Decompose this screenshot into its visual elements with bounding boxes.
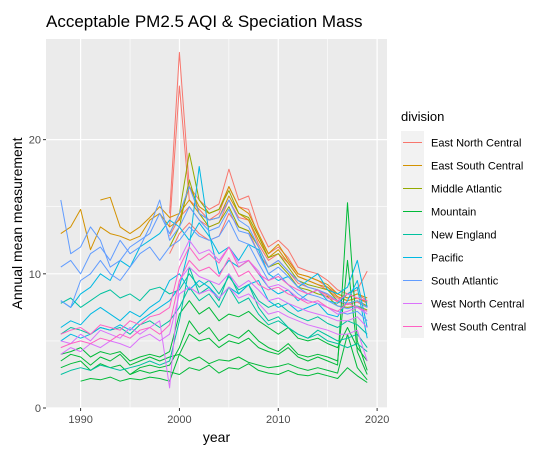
x-tick-label: 2000 — [167, 414, 191, 426]
series-line-mountain-8 — [60, 202, 368, 371]
series-line-east-north-central-2 — [169, 199, 368, 304]
series-lines — [60, 51, 368, 389]
y-tick-label: 10 — [29, 269, 41, 281]
chart-title: Acceptable PM2.5 AQI & Speciation Mass — [46, 12, 363, 31]
x-axis-title: year — [203, 429, 231, 445]
y-axis-title: Annual mean measurement — [9, 137, 25, 309]
series-line-east-north-central-0 — [169, 51, 368, 295]
legend-label-middle-atlantic: Middle Atlantic — [431, 184, 502, 196]
series-line-west-south-central-26 — [60, 257, 368, 349]
series-line-mountain-10 — [60, 300, 368, 362]
series-line-west-north-central-23 — [60, 286, 368, 362]
legend-label-east-south-central: East South Central — [431, 161, 523, 173]
series-line-south-atlantic-20 — [60, 199, 368, 315]
legend-label-west-north-central: West North Central — [431, 299, 524, 311]
legend-label-west-south-central: West South Central — [431, 322, 526, 334]
x-tick-label: 2010 — [266, 414, 290, 426]
series-line-mountain-9 — [60, 259, 368, 375]
legend-label-east-north-central: East North Central — [431, 138, 521, 150]
series-line-west-north-central-24 — [178, 239, 368, 315]
series-line-west-north-central-22 — [60, 266, 368, 389]
series-line-new-england-15 — [60, 273, 368, 335]
series-line-mountain-11 — [129, 363, 368, 383]
legend-label-pacific: Pacific — [431, 253, 464, 265]
series-line-east-south-central-5 — [100, 195, 368, 303]
legend-label-mountain: Mountain — [431, 207, 476, 219]
series-line-south-atlantic-19 — [60, 186, 368, 308]
legend-title: division — [401, 109, 444, 124]
legend-label-new-england: New England — [431, 230, 496, 242]
series-line-pacific-16 — [60, 273, 368, 328]
legend-label-south-atlantic: South Atlantic — [431, 276, 499, 288]
series-line-mountain-12 — [80, 333, 368, 382]
series-line-pacific-17 — [60, 219, 368, 308]
series-line-middle-atlantic-6 — [169, 152, 368, 307]
y-tick-label: 20 — [29, 135, 41, 147]
x-tick-label: 2020 — [365, 414, 389, 426]
series-line-west-south-central-25 — [60, 246, 368, 335]
axes: 1990 2000 2010 2020 0 10 20 — [29, 135, 390, 426]
y-tick-label: 0 — [35, 403, 41, 415]
legend: division East North Central East South Ce… — [401, 109, 526, 338]
x-tick-label: 1990 — [68, 414, 92, 426]
